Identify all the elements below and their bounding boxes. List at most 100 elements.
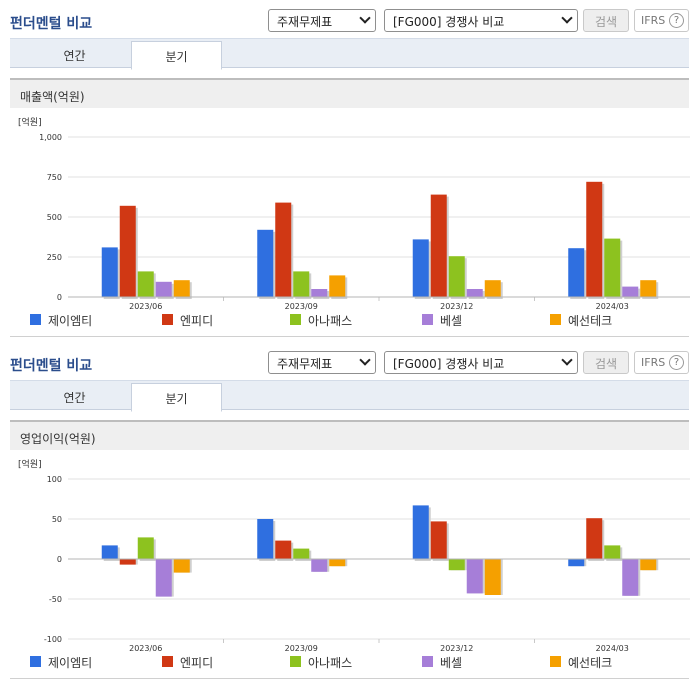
tab-quarterly[interactable]: 분기 [131, 41, 222, 70]
help-icon: ? [669, 13, 684, 28]
compare-group-select[interactable]: [FG000] 경쟁사 비교 [384, 351, 578, 374]
unit-label: [억원] [18, 116, 42, 128]
panel-title: 펀더멘털 비교 [10, 358, 93, 374]
fundamental-panel-operating-profit: 펀더멘털 비교 주재무제표 [FG000] 경쟁사 비교 검색 IFRS ? 연… [0, 342, 696, 684]
legend-swatch [290, 314, 301, 325]
legend-swatch [422, 314, 433, 325]
bar-1-3 [412, 239, 429, 297]
tab-quarterly[interactable]: 분기 [131, 383, 222, 412]
compare-group-select[interactable]: [FG000] 경쟁사 비교 [384, 9, 578, 32]
tab-annual[interactable]: 연간 [63, 49, 86, 63]
legend-label: 엔피디 [180, 656, 214, 670]
compare-group-value: [FG000] 경쟁사 비교 [393, 357, 505, 371]
legend-swatch [30, 656, 41, 667]
y-tick-label: 500 [47, 213, 62, 222]
bar-5-3 [484, 559, 501, 595]
period-tabs: 연간 분기 [10, 38, 689, 70]
y-tick-label: -50 [49, 595, 62, 604]
ifrs-label: IFRS [641, 356, 666, 369]
legend-label: 제이엠티 [48, 314, 93, 328]
section-title: 영업이익(억원) [10, 420, 689, 450]
ifrs-button[interactable]: IFRS ? [634, 9, 689, 32]
chevron-down-icon [561, 354, 573, 366]
bar-5-4 [640, 280, 657, 297]
bar-3-1 [137, 537, 154, 559]
bar-5-1 [173, 280, 190, 297]
bar-3-3 [448, 256, 465, 297]
bar-3-4 [604, 545, 621, 559]
legend-swatch [30, 314, 41, 325]
x-tick-label: 2023/12 [440, 302, 473, 310]
bar-5-3 [484, 280, 501, 297]
ifrs-button[interactable]: IFRS ? [634, 351, 689, 374]
bar-1-1 [101, 545, 118, 559]
legend-swatch [290, 656, 301, 667]
revenue-bar-chart: [억원] 0 250 500 750 1,000 2023/06 2023/09 2023/12… [18, 116, 690, 310]
statement-type-select[interactable]: 주재무제표 [268, 9, 376, 32]
bar-1-1 [101, 247, 118, 297]
statement-type-select[interactable]: 주재무제표 [268, 351, 376, 374]
bar-2-1 [119, 205, 136, 297]
legend-label: 아나패스 [308, 314, 353, 328]
section-title: 매출액(억원) [10, 78, 689, 108]
y-tick-label: 0 [57, 293, 62, 302]
legend-swatch [550, 314, 561, 325]
divider [10, 336, 689, 337]
legend-label: 제이엠티 [48, 656, 93, 670]
bar-2-4 [586, 181, 603, 297]
bar-3-2 [293, 548, 310, 559]
x-tick-label: 2023/06 [129, 644, 162, 652]
bar-4-4 [622, 559, 639, 596]
chevron-down-icon [359, 354, 371, 366]
y-tick-label: 100 [47, 475, 62, 484]
bar-2-4 [586, 518, 603, 559]
chart-legend: 제이엠티 엔피디 아나패스 베셀 예선테크 [30, 312, 690, 330]
search-button[interactable]: 검색 [583, 351, 629, 374]
x-tick-label: 2024/03 [596, 302, 629, 310]
unit-label: [억원] [18, 458, 42, 470]
legend-swatch [550, 656, 561, 667]
y-tick-label: 0 [57, 555, 62, 564]
bar-4-1 [155, 281, 172, 297]
tab-annual[interactable]: 연간 [63, 391, 86, 405]
search-button[interactable]: 검색 [583, 9, 629, 32]
bar-5-1 [173, 559, 190, 573]
statement-type-value: 주재무제표 [277, 15, 333, 29]
bar-2-2 [275, 540, 292, 559]
legend-swatch [422, 656, 433, 667]
bar-1-2 [257, 229, 274, 297]
legend-label: 베셀 [440, 656, 463, 670]
x-tick-label: 2023/09 [285, 644, 318, 652]
compare-group-value: [FG000] 경쟁사 비교 [393, 15, 505, 29]
panel-title: 펀더멘털 비교 [10, 16, 93, 32]
legend-swatch [162, 314, 173, 325]
legend-label: 베셀 [440, 314, 463, 328]
bar-4-3 [466, 559, 483, 594]
help-icon: ? [669, 355, 684, 370]
chevron-down-icon [561, 12, 573, 24]
operating-profit-bar-chart: [억원] -100 -50 0 50 100 2023/06 2023/09 2023/12 20… [18, 458, 690, 652]
statement-type-value: 주재무제표 [277, 357, 333, 371]
bar-5-2 [329, 275, 346, 297]
bar-4-1 [155, 559, 172, 597]
bar-3-4 [604, 238, 621, 297]
fundamental-panel-revenue: 펀더멘털 비교 주재무제표 [FG000] 경쟁사 비교 검색 IFRS ? 연… [10, 9, 690, 337]
chevron-down-icon [359, 12, 371, 24]
legend-label: 아나패스 [308, 656, 353, 670]
bar-4-2 [311, 559, 328, 572]
y-tick-label: 1,000 [39, 133, 62, 142]
divider [10, 678, 689, 679]
legend-label: 예선테크 [568, 656, 613, 670]
bar-3-2 [293, 271, 310, 297]
bar-2-3 [430, 521, 447, 559]
ifrs-label: IFRS [641, 14, 666, 27]
bar-4-2 [311, 289, 328, 297]
x-tick-label: 2023/09 [285, 302, 318, 310]
chart-legend: 제이엠티 엔피디 아나패스 베셀 예선테크 [30, 654, 690, 672]
legend-label: 엔피디 [180, 314, 214, 328]
bar-4-4 [622, 286, 639, 297]
legend-swatch [162, 656, 173, 667]
bar-2-2 [275, 202, 292, 297]
y-tick-label: 50 [52, 515, 62, 524]
bar-1-2 [257, 519, 274, 559]
